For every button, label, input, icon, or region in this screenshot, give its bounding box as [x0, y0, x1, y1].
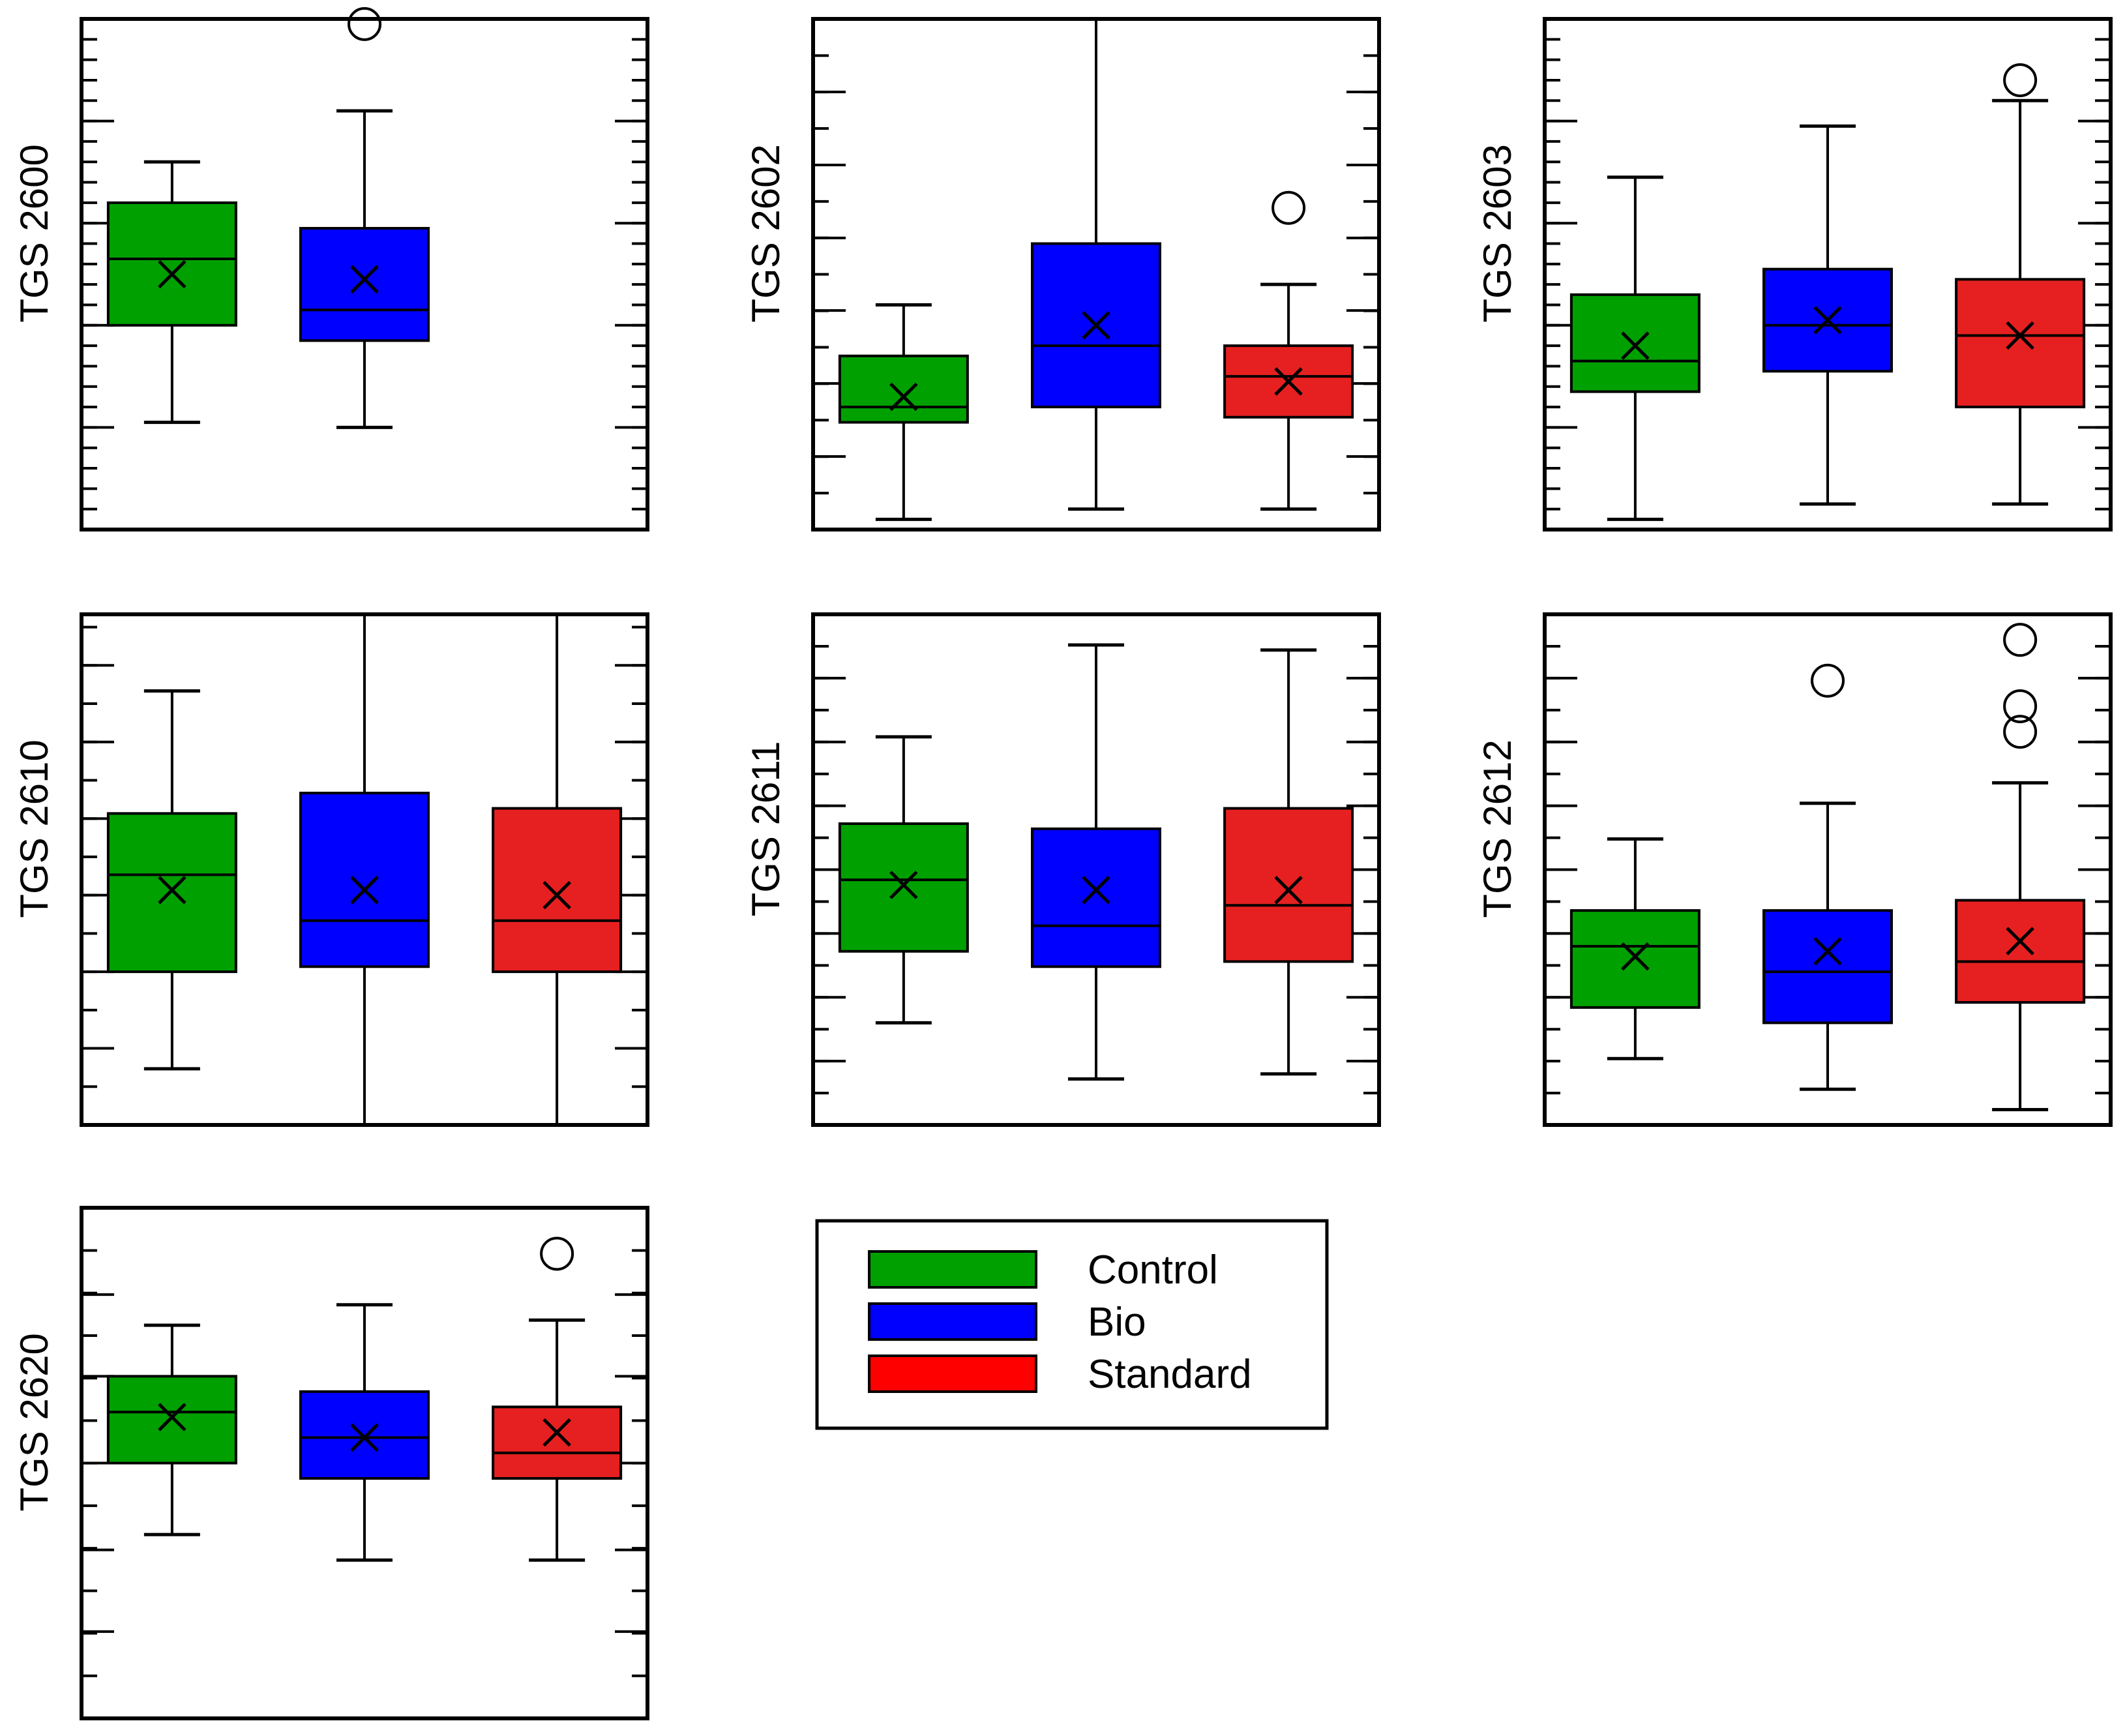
panel-7-bio-box: [299, 1390, 430, 1480]
panel-7-control-mean-marker-b: [158, 1403, 186, 1431]
legend-swatch-standard: [868, 1354, 1037, 1393]
panel-6-control-mean-marker-b: [1621, 942, 1650, 971]
panel-1-control-box: [106, 201, 237, 327]
panel-5-control-mean-marker-b: [889, 871, 918, 899]
panel-3-standard-outlier-0: [2003, 63, 2038, 97]
panel-7-ticks: [82, 1206, 647, 1677]
panel-4-frame: [80, 612, 649, 1127]
panel-7-standard-outlier-0: [540, 1236, 574, 1271]
panel-3-boxes: [1569, 63, 2086, 521]
panel-3-control-box: [1569, 293, 1701, 393]
panel-4-bio-box: [299, 792, 430, 968]
panel-1-ylabel: TGS 2600: [12, 144, 56, 323]
panel-2-ylabel: TGS 2602: [744, 144, 788, 323]
panel-2-standard-box: [1223, 344, 1354, 419]
panel-6-ylabel: TGS 2612: [1476, 740, 1519, 918]
panel-6-bio-box: [1762, 909, 1893, 1025]
panel-1-frame: [80, 17, 649, 531]
panel-1-boxes: [106, 7, 430, 429]
panel-3-ticks: [1545, 38, 2111, 511]
panel-5-standard-mean-marker-b: [1274, 876, 1303, 905]
panel-6-control-box: [1569, 909, 1701, 1009]
panel-5-frame: [811, 612, 1381, 1127]
panel-1-bio-mean-marker-b: [350, 265, 379, 294]
panel-3-bio-mean-marker-b: [1813, 306, 1842, 335]
panel-4-ylabel: TGS 2610: [12, 740, 56, 918]
legend: Control Bio Standard: [815, 1219, 1329, 1430]
panel-7-standard-mean-marker-b: [542, 1418, 571, 1447]
panel-5-control-box: [838, 822, 969, 953]
panel-tgs-2620: TGS 2620: [12, 1206, 649, 1720]
panel-5-boxes: [838, 643, 1354, 1081]
panel-7-standard-box: [492, 1405, 623, 1480]
panel-6-bio-outlier-0: [1811, 663, 1845, 698]
panel-2-standard-outlier-0: [1271, 190, 1306, 225]
panel-2-frame: [811, 17, 1381, 531]
panel-5-standard-box: [1223, 807, 1354, 963]
panel-3-standard-mean-marker-b: [2006, 321, 2034, 350]
panel-5-bio-mean-marker-b: [1082, 876, 1110, 905]
panel-2-standard-mean-marker-b: [1274, 367, 1303, 396]
panel-7-bio-mean-marker-b: [350, 1423, 379, 1452]
legend-label-control: Control: [1088, 1248, 1218, 1293]
panel-1-bio-box: [299, 227, 430, 342]
legend-swatch-bio: [868, 1302, 1037, 1341]
panel-6-bio-mean-marker-b: [1813, 937, 1842, 966]
panel-2-bio-mean-marker-b: [1082, 311, 1110, 340]
panel-6-standard-outlier-2: [2003, 623, 2038, 657]
panel-4-boxes: [106, 612, 623, 1127]
panel-1-ticks: [82, 38, 647, 511]
panel-4-bio-mean-marker-b: [350, 876, 379, 905]
panel-6-standard-outlier-0: [2003, 715, 2038, 749]
panel-4-standard-box: [492, 807, 623, 974]
panel-3-frame: [1543, 17, 2113, 531]
panel-7-control-box: [106, 1375, 237, 1465]
panel-5-ylabel: TGS 2611: [744, 741, 788, 916]
panel-tgs-2611: TGS 2611: [744, 612, 1381, 1127]
panel-2-ticks: [813, 18, 1379, 495]
panel-6-standard-mean-marker-b: [2006, 927, 2034, 955]
panel-tgs-2603: TGS 2603: [1476, 17, 2113, 531]
panel-4-standard-mean-marker-b: [542, 880, 571, 910]
panel-7-ylabel: TGS 2620: [12, 1333, 56, 1512]
panel-1-bio-outlier-0: [348, 7, 381, 41]
panel-tgs-2610: TGS 2610: [12, 612, 649, 1127]
panel-7-frame: [80, 1206, 649, 1720]
panel-4-control-box: [106, 812, 237, 974]
panel-2-control-mean-marker-b: [889, 382, 918, 412]
panel-2-control-box: [838, 354, 969, 424]
panel-4-control-mean-marker-b: [158, 876, 186, 905]
legend-swatch-control: [868, 1250, 1037, 1289]
panel-1-control-mean-marker-b: [158, 260, 186, 289]
legend-label-bio: Bio: [1088, 1300, 1146, 1345]
panel-6-ticks: [1545, 644, 2111, 1095]
panel-3-control-mean-marker-b: [1621, 331, 1650, 360]
panel-6-standard-box: [1955, 899, 2086, 1004]
panel-7-boxes: [106, 1236, 623, 1562]
panel-3-standard-box: [1955, 278, 2086, 409]
panel-6-boxes: [1569, 623, 2086, 1112]
panel-6-frame: [1543, 612, 2113, 1127]
panel-tgs-2600: TGS 2600: [12, 7, 649, 531]
panel-2-boxes: [838, 17, 1354, 521]
panel-3-ylabel: TGS 2603: [1476, 144, 1519, 323]
panel-6-standard-outlier-1: [2003, 689, 2038, 723]
panel-tgs-2602: TGS 2602: [744, 17, 1381, 531]
panel-5-bio-box: [1031, 827, 1161, 968]
panel-tgs-2612: TGS 2612: [1476, 612, 2113, 1127]
legend-label-standard: Standard: [1088, 1352, 1252, 1397]
